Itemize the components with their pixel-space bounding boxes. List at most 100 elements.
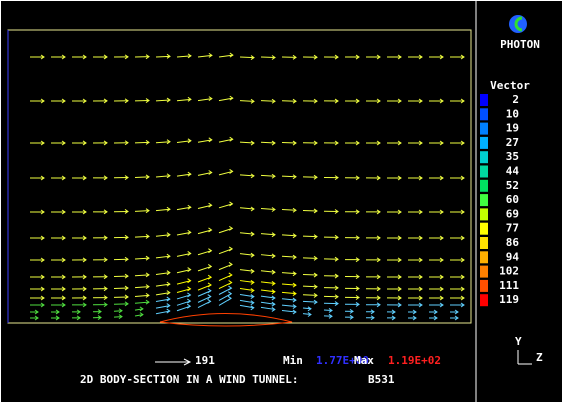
- vector-arrow-head: [334, 234, 339, 240]
- vector-arrow-head: [228, 246, 234, 252]
- vector-arrow-head: [187, 53, 192, 59]
- vector-arrow-head: [271, 269, 276, 275]
- vector-arrow: [260, 174, 276, 177]
- vector-arrow-head: [439, 175, 444, 181]
- vector-arrow: [134, 176, 150, 178]
- vector-arrow-head: [207, 294, 212, 299]
- vector-arrow-head: [187, 286, 192, 292]
- vector-arrow-head: [418, 274, 423, 280]
- vector-arrow-head: [460, 235, 465, 241]
- vector-arrow-head: [250, 305, 255, 311]
- vector-arrow-head: [334, 256, 339, 262]
- vector-arrow-head: [313, 54, 318, 60]
- vector-arrow-head: [250, 173, 255, 179]
- vector-arrow: [197, 98, 212, 102]
- vector-arrow-head: [145, 255, 150, 261]
- vector-arrow-head: [391, 315, 396, 321]
- vector-arrow-head: [82, 209, 87, 215]
- vector-arrow-head: [139, 306, 144, 312]
- vector-arrow: [260, 270, 275, 273]
- vector-arrow-head: [271, 55, 276, 60]
- vector-arrow-head: [61, 98, 66, 104]
- vector-arrow-head: [118, 314, 123, 320]
- vector-arrow-head: [250, 206, 255, 212]
- vector-arrow-head: [61, 54, 66, 60]
- vector-arrow: [260, 301, 275, 305]
- vector-arrow-head: [82, 257, 87, 263]
- vector-arrow-head: [418, 295, 423, 301]
- vector-arrow: [218, 138, 233, 143]
- vector-arrow-head: [124, 98, 129, 104]
- vector-arrow-head: [292, 271, 297, 277]
- vector-arrow-head: [34, 309, 39, 315]
- vector-arrow-head: [292, 282, 297, 288]
- vector-arrow-head: [145, 299, 150, 305]
- vector-arrow-head: [376, 235, 381, 241]
- vector-arrow-head: [376, 295, 381, 301]
- vector-arrow-head: [103, 302, 108, 308]
- vector-arrow: [197, 54, 212, 58]
- legend-swatch: [480, 222, 488, 235]
- vector-arrow-head: [208, 170, 213, 175]
- vector-arrow: [281, 291, 296, 295]
- vector-arrow-head: [61, 274, 66, 280]
- vector-arrow-head: [103, 295, 108, 301]
- vector-arrow-head: [187, 204, 192, 210]
- vector-arrow-head: [61, 140, 66, 146]
- vector-arrow-head: [61, 295, 66, 301]
- vector-arrow-head: [208, 137, 213, 143]
- vector-arrow: [260, 233, 275, 236]
- legend-label: 69: [506, 207, 519, 220]
- vector-arrow-head: [82, 235, 87, 241]
- vector-arrow-head: [40, 295, 45, 301]
- vector-arrow-head: [166, 290, 171, 296]
- vector-arrow-head: [145, 98, 150, 103]
- vector-arrow: [155, 298, 170, 302]
- vector-arrow: [239, 269, 254, 272]
- vector-arrow: [197, 276, 212, 283]
- vector-arrow-head: [124, 175, 129, 180]
- vector-arrow-head: [61, 175, 66, 181]
- vector-arrow-head: [250, 140, 255, 146]
- vector-arrow-head: [187, 292, 192, 298]
- vector-arrow-head: [76, 309, 81, 315]
- vector-arrow: [260, 289, 275, 293]
- vector-arrow-head: [103, 54, 108, 60]
- vector-arrow-head: [376, 274, 381, 280]
- vector-arrow-head: [328, 313, 333, 319]
- vector-arrow-head: [228, 285, 233, 291]
- vector-arrow: [239, 174, 254, 177]
- vector-arrow-head: [103, 257, 108, 263]
- vector-arrow-head: [313, 299, 318, 305]
- vector-arrow-head: [82, 302, 87, 308]
- vector-arrow: [218, 54, 233, 58]
- vector-arrow-head: [292, 304, 297, 309]
- vector-arrow-head: [124, 256, 129, 262]
- legend-swatch: [480, 179, 488, 192]
- vector-arrow-head: [271, 140, 276, 146]
- vector-arrow-head: [412, 315, 417, 321]
- max-label: Max: [354, 354, 374, 367]
- vector-arrow-head: [328, 308, 333, 313]
- vector-arrow-head: [40, 98, 45, 104]
- vector-arrow-head: [40, 286, 45, 292]
- legend-label: 86: [506, 236, 520, 249]
- vector-arrow-head: [460, 257, 465, 263]
- vector-arrow-head: [166, 296, 171, 302]
- legend-swatch: [480, 194, 488, 207]
- legend-label: 77: [506, 222, 519, 235]
- vector-arrow-head: [418, 302, 423, 308]
- vector-arrow: [281, 255, 297, 258]
- vector-arrow-head: [355, 295, 360, 300]
- vector-arrow-head: [250, 279, 255, 285]
- vector-arrow: [281, 272, 297, 275]
- legend-swatch: [480, 265, 488, 278]
- vector-arrow-head: [207, 282, 212, 288]
- vector-arrow-head: [166, 253, 171, 259]
- vector-arrow-head: [61, 257, 66, 263]
- legend-swatch: [480, 294, 488, 307]
- vector-arrow-head: [355, 257, 360, 263]
- vector-arrow-head: [418, 209, 423, 215]
- vector-arrow-head: [271, 289, 276, 295]
